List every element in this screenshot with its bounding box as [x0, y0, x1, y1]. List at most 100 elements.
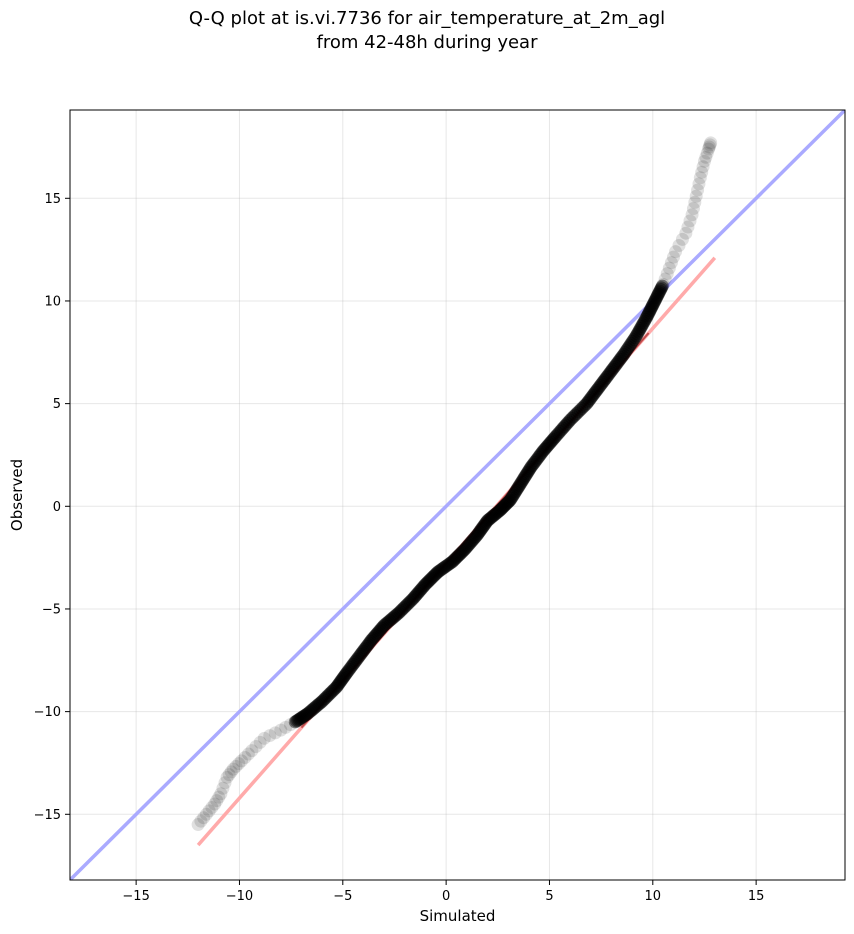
qq-point — [352, 649, 366, 663]
qq-point — [685, 208, 699, 222]
qq-point — [336, 671, 350, 685]
qq-point — [648, 294, 662, 308]
qq-point — [544, 435, 558, 449]
qq-point — [575, 402, 589, 416]
qq-point — [557, 420, 571, 434]
qq-point — [224, 765, 238, 779]
y-tick-label: 10 — [44, 294, 61, 309]
qq-point — [538, 442, 552, 456]
qq-point — [309, 699, 323, 713]
qq-point — [371, 626, 385, 640]
qq-point — [472, 525, 486, 539]
qq-point — [473, 524, 487, 538]
qq-point — [570, 406, 584, 420]
qq-point — [649, 292, 663, 306]
plot-frame — [69, 109, 846, 881]
qq-point — [611, 356, 625, 370]
qq-point — [501, 495, 515, 509]
qq-point — [614, 351, 628, 365]
qq-point — [612, 354, 626, 368]
qq-point — [607, 360, 621, 374]
qq-point — [299, 708, 313, 722]
qq-point — [609, 357, 623, 371]
qq-point — [351, 651, 365, 665]
qq-point — [583, 392, 597, 406]
qq-point — [202, 804, 216, 818]
qq-point — [432, 564, 446, 578]
qq-point — [216, 781, 230, 795]
qq-point — [655, 279, 669, 293]
qq-point — [428, 567, 442, 581]
qq-point — [700, 146, 714, 160]
qq-point — [645, 299, 659, 313]
qq-point — [533, 449, 547, 463]
qq-point — [552, 426, 566, 440]
qq-point — [581, 395, 595, 409]
qq-point — [617, 347, 631, 361]
qq-point — [573, 403, 587, 417]
qq-point — [357, 643, 371, 657]
qq-point — [367, 630, 381, 644]
qq-point — [553, 425, 567, 439]
qq-point — [212, 790, 226, 804]
qq-point — [675, 232, 689, 246]
qq-point — [699, 150, 713, 164]
qq-point — [702, 142, 716, 156]
qq-point — [464, 535, 478, 549]
qq-point — [613, 352, 627, 366]
qq-point — [586, 388, 600, 402]
qq-point — [689, 189, 703, 203]
qq-point — [328, 681, 342, 695]
qq-point — [692, 177, 706, 191]
y-tick-label: −10 — [34, 705, 61, 720]
qq-point — [495, 501, 509, 515]
qq-point — [365, 633, 379, 647]
qq-point — [635, 318, 649, 332]
qq-point — [411, 586, 425, 600]
qq-point — [334, 674, 348, 688]
qq-point — [393, 605, 407, 619]
qq-point — [370, 627, 384, 641]
qq-point — [488, 508, 502, 522]
qq-point — [339, 667, 353, 681]
qq-point — [226, 762, 240, 776]
qq-point — [654, 282, 668, 296]
qq-point — [645, 301, 659, 315]
qq-point — [571, 405, 585, 419]
qq-point — [345, 659, 359, 673]
qq-point — [624, 336, 638, 350]
qq-point — [494, 502, 508, 516]
qq-point — [335, 673, 349, 687]
qq-point — [344, 661, 358, 675]
qq-point — [412, 585, 426, 599]
qq-point — [294, 711, 308, 725]
qq-point — [466, 532, 480, 546]
qq-point — [386, 611, 400, 625]
y-tick-label: −15 — [34, 808, 61, 823]
qq-point — [296, 710, 310, 724]
qq-point — [431, 565, 445, 579]
qq-point — [666, 250, 680, 264]
qq-point — [559, 418, 573, 432]
qq-point — [502, 494, 516, 508]
qq-point — [489, 506, 503, 520]
qq-point — [194, 814, 208, 828]
qq-point — [593, 379, 607, 393]
qq-point — [218, 776, 232, 790]
qq-point — [595, 377, 609, 391]
qq-point — [562, 415, 576, 429]
qq-point — [327, 683, 341, 697]
qq-point — [220, 770, 234, 784]
qq-point — [646, 297, 660, 311]
qq-point — [585, 390, 599, 404]
qq-point — [660, 267, 674, 281]
qq-point — [540, 440, 554, 454]
qq-point — [508, 485, 522, 499]
qq-point — [669, 245, 683, 259]
qq-point — [199, 807, 213, 821]
qq-point — [394, 603, 408, 617]
qq-point — [366, 631, 380, 645]
qq-point — [304, 704, 318, 718]
qq-point — [578, 398, 592, 412]
qq-point — [541, 438, 555, 452]
